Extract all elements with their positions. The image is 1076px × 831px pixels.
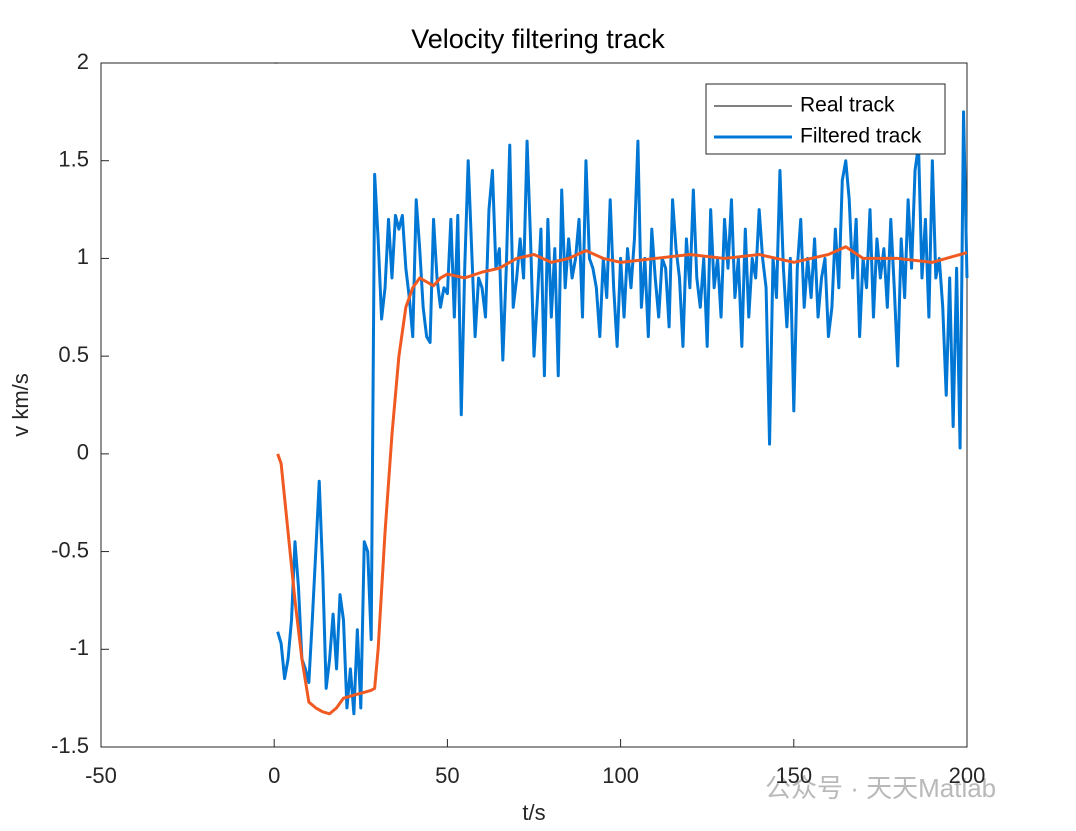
data-line (276, 110, 969, 716)
plot-area (274, 62, 969, 716)
legend: Real track Filtered track (714, 94, 922, 148)
legend-label: Filtered track (800, 125, 922, 148)
axes-box (100, 62, 968, 748)
x-tick-label: 50 (435, 763, 459, 788)
y-tick-label: -1.5 (51, 733, 89, 758)
y-axis-label: v km/s (8, 373, 33, 437)
x-tick-label: -50 (85, 763, 117, 788)
x-axis-label: t/s (522, 800, 545, 825)
data-line (276, 245, 968, 716)
chart-title: Velocity filtering track (411, 24, 665, 54)
x-tick-label: 150 (775, 763, 812, 788)
x-tick-label: 0 (268, 763, 280, 788)
legend-label: Real track (800, 94, 895, 117)
y-tick-label: -0.5 (51, 537, 89, 562)
y-tick-label: 2 (77, 49, 89, 74)
y-tick-label: 1.5 (58, 147, 89, 172)
x-tick-label: 100 (602, 763, 639, 788)
watermark: 公众号 · 天天Matlab (765, 773, 996, 803)
legend-box (705, 83, 946, 155)
y-tick-label: 0 (77, 440, 89, 465)
y-tick-label: -1 (69, 635, 89, 660)
x-tick-label: 200 (949, 763, 986, 788)
y-tick-label: 1 (77, 244, 89, 269)
y-tick-label: 0.5 (58, 342, 89, 367)
